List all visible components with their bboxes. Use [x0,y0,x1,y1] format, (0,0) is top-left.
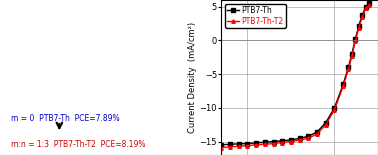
PTB7-Th [219,144,223,146]
PTB7-Th-T2 [219,147,223,148]
PTB7-Th [350,53,354,55]
PTB7-Th [236,143,241,145]
Text: m = 0  PTB7-Th  PCE=7.89%: m = 0 PTB7-Th PCE=7.89% [11,114,119,123]
PTB7-Th-T2 [350,55,354,57]
PTB7-Th-T2 [360,16,365,18]
PTB7-Th-T2 [254,144,259,146]
PTB7-Th-T2 [315,133,319,135]
PTB7-Th [324,122,328,124]
PTB7-Th-T2 [353,40,358,42]
PTB7-Th [297,137,302,139]
PTB7-Th-T2 [236,145,241,147]
PTB7-Th [263,141,267,143]
Legend: PTB7-Th, PTB7-Th-T2: PTB7-Th, PTB7-Th-T2 [225,4,285,28]
PTB7-Th-T2 [271,143,276,144]
PTB7-Th-T2 [245,145,249,146]
PTB7-Th [353,38,358,40]
PTB7-Th-T2 [364,7,368,9]
PTB7-Th-T2 [297,139,302,141]
PTB7-Th-T2 [332,109,337,111]
PTB7-Th [341,83,345,85]
Text: m:n = 1:3  PTB7-Th-T2  PCE=8.19%: m:n = 1:3 PTB7-Th-T2 PCE=8.19% [11,140,145,149]
PTB7-Th-T2 [306,137,311,139]
PTB7-Th [332,107,337,109]
Y-axis label: Current Density  (mA/cm²): Current Density (mA/cm²) [188,22,197,133]
PTB7-Th [254,142,259,144]
PTB7-Th-T2 [356,27,361,29]
PTB7-Th [245,143,249,144]
PTB7-Th [346,66,351,68]
PTB7-Th [280,140,285,142]
Line: PTB7-Th: PTB7-Th [220,2,371,147]
PTB7-Th-T2 [280,142,285,144]
PTB7-Th-T2 [228,146,232,148]
PTB7-Th-T2 [324,124,328,126]
PTB7-Th [360,14,365,16]
PTB7-Th-T2 [289,141,293,142]
PTB7-Th [356,25,361,27]
PTB7-Th [228,143,232,145]
PTB7-Th-T2 [367,4,372,6]
PTB7-Th [306,135,311,137]
PTB7-Th-T2 [346,69,351,70]
PTB7-Th [364,6,368,8]
PTB7-Th [271,141,276,142]
PTB7-Th-T2 [263,143,267,145]
PTB7-Th [289,139,293,141]
PTB7-Th [367,2,372,4]
PTB7-Th [315,131,319,133]
Line: PTB7-Th-T2: PTB7-Th-T2 [220,4,371,149]
PTB7-Th-T2 [341,85,345,87]
